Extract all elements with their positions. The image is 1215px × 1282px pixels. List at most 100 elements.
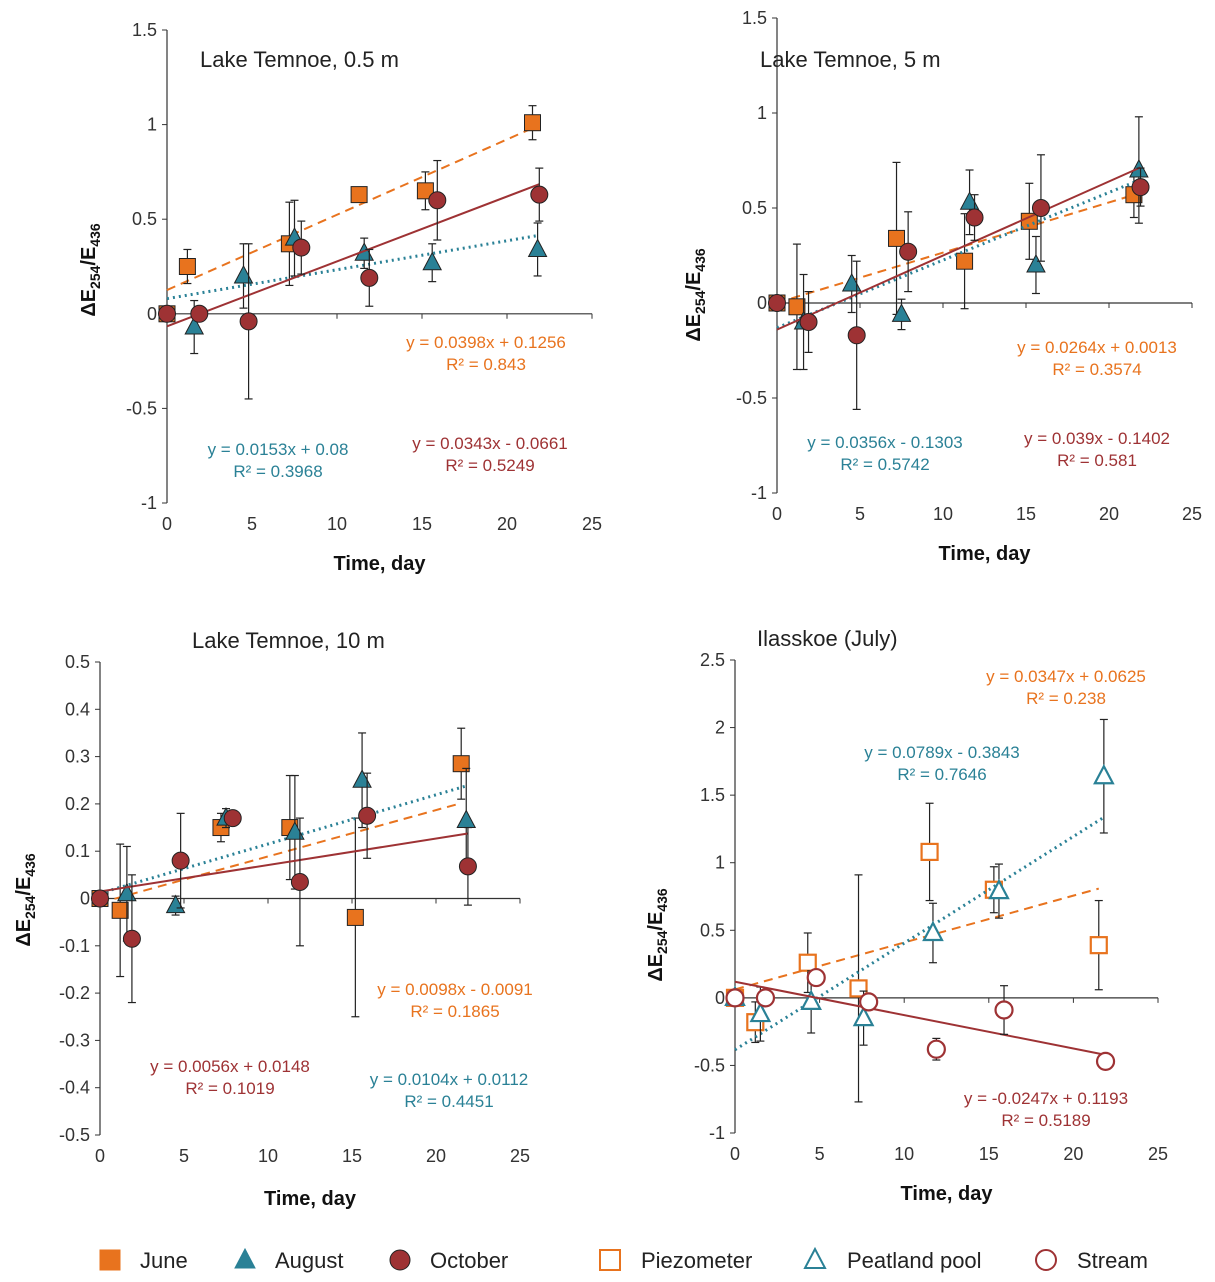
y-tick-label: -1: [141, 493, 157, 513]
x-tick-label: 5: [179, 1146, 189, 1166]
y-axis-label: ΔE254/E436: [78, 223, 103, 317]
data-point-triangle: [841, 272, 862, 292]
y-axis-label: ΔE254/E436: [645, 888, 670, 982]
trend-equation: y = -0.0247x + 0.1193: [964, 1089, 1128, 1108]
label-part: /E: [78, 247, 100, 266]
legend-marker-triangle: [234, 1247, 256, 1269]
legend-item-june: June: [99, 1248, 188, 1273]
trend-r2: R² = 0.238: [1026, 689, 1106, 708]
data-point-triangle: [1026, 253, 1046, 273]
trend-r2: R² = 0.1865: [410, 1002, 499, 1021]
label-part: /E: [645, 912, 667, 931]
data-point-square: [920, 842, 939, 862]
legend-marker-square: [99, 1249, 121, 1271]
trend-line: [166, 127, 533, 291]
data-point-circle: [190, 304, 209, 323]
trend-line: [166, 234, 538, 301]
y-tick-label: 0.4: [65, 699, 90, 719]
trend-r2: R² = 0.4451: [404, 1092, 493, 1111]
legend-marker-circle: [1035, 1249, 1057, 1271]
legend-label: August: [275, 1248, 344, 1273]
y-tick-label: 0.5: [65, 652, 90, 672]
legend: June August October Piezometer Peatland pool…: [99, 1246, 1148, 1273]
x-tick-label: 25: [1148, 1144, 1168, 1164]
y-tick-label: 0.2: [65, 794, 90, 814]
trend-line: [734, 980, 1106, 1056]
legend-marker-circle: [389, 1249, 411, 1271]
data-point-square: [798, 953, 817, 972]
data-point-circle: [223, 809, 242, 828]
y-axis-label: ΔE254/E436: [683, 248, 708, 342]
legend-label: October: [430, 1248, 508, 1273]
x-tick-label: 15: [1016, 504, 1036, 524]
trend-line: [734, 887, 1100, 991]
series-piezometer: y = 0.0347x + 0.0625 R² = 0.238: [725, 667, 1146, 1103]
legend-label: June: [140, 1248, 188, 1273]
trend-equation: y = 0.0264x + 0.0013: [1017, 338, 1177, 357]
label-part: /E: [13, 877, 35, 896]
label-part: ΔE: [683, 314, 705, 342]
x-tick-label: 25: [582, 514, 602, 534]
trend-equation: y = 0.0098x - 0.0091: [377, 980, 532, 999]
data-point-circle: [994, 1000, 1014, 1020]
y-tick-label: 0: [715, 988, 725, 1008]
y-tick-label: 1: [715, 853, 725, 873]
legend-item-stream: Stream: [1035, 1248, 1148, 1273]
y-tick-label: 1: [757, 103, 767, 123]
y-tick-label: 0: [757, 293, 767, 313]
trend-equation: y = 0.0398x + 0.1256: [406, 333, 566, 352]
chart-panel-4: -1 -0.5 0 0.5 1 1.5 2 2.5 0 5 10 15 20 25 Ilasskoe (Ju…: [645, 626, 1168, 1205]
subscript: 254: [654, 930, 670, 954]
x-tick-label: 10: [327, 514, 347, 534]
x-tick-label: 25: [510, 1146, 530, 1166]
data-point-triangle: [800, 989, 822, 1011]
y-axis-label: ΔE254/E436: [13, 853, 38, 947]
trend-line: [776, 166, 1141, 331]
y-tick-label: 1.5: [700, 785, 725, 805]
data-point-square: [452, 755, 470, 773]
x-tick-label: 0: [772, 504, 782, 524]
y-tick-label: 0.5: [742, 198, 767, 218]
data-point-circle: [806, 967, 826, 988]
trend-line: [776, 193, 1135, 304]
chart-title: Lake Temnoe, 10 m: [192, 628, 385, 653]
data-point-square: [524, 114, 541, 132]
data-point-square: [1089, 936, 1108, 955]
y-tick-label: 1.5: [132, 20, 157, 40]
trend-line: [99, 802, 462, 904]
chart-title: Ilasskoe (July): [757, 626, 898, 651]
y-tick-label: 0.5: [700, 920, 725, 940]
data-point-circle: [290, 872, 309, 891]
trend-line: [734, 816, 1105, 1052]
trend-equation: y = 0.0347x + 0.0625: [986, 667, 1146, 686]
x-tick-label: 0: [95, 1146, 105, 1166]
legend-label: Peatland pool: [847, 1248, 982, 1273]
series-peatland-pool: y = 0.0789x - 0.3843 R² = 0.7646: [724, 718, 1115, 1052]
y-tick-label: -0.5: [736, 388, 767, 408]
series-october: y = 0.0343x - 0.0661 R² = 0.5249: [158, 159, 568, 475]
x-axis-label: Time, day: [264, 1188, 357, 1210]
y-tick-label: -0.3: [59, 1030, 90, 1050]
y-tick-label: 0.5: [132, 209, 157, 229]
trend-equation: y = 0.0789x - 0.3843: [864, 743, 1019, 762]
trend-line: [776, 178, 1140, 330]
trend-r2: R² = 0.5189: [1001, 1111, 1090, 1130]
data-point-circle: [360, 268, 379, 287]
y-tick-label: -1: [709, 1123, 725, 1143]
y-tick-label: 1.5: [742, 8, 767, 28]
x-tick-label: 5: [247, 514, 257, 534]
data-point-circle: [358, 806, 377, 825]
data-point-circle: [530, 185, 549, 204]
trend-r2: R² = 0.581: [1057, 451, 1137, 470]
data-point-square: [1020, 212, 1038, 230]
x-axis-label: Time, day: [901, 1183, 994, 1205]
y-tick-label: 0.3: [65, 747, 90, 767]
label-part: ΔE: [645, 954, 667, 982]
series-october: y = 0.039x - 0.1402 R² = 0.581: [768, 154, 1170, 470]
data-point-square: [111, 901, 129, 919]
legend-item-august: August: [234, 1247, 344, 1273]
x-tick-label: 15: [979, 1144, 999, 1164]
x-tick-label: 25: [1182, 504, 1202, 524]
data-point-triangle: [891, 303, 912, 322]
data-point-square: [346, 908, 364, 926]
